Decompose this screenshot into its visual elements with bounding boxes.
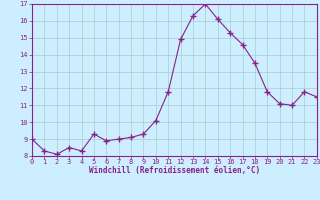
X-axis label: Windchill (Refroidissement éolien,°C): Windchill (Refroidissement éolien,°C) [89, 166, 260, 175]
